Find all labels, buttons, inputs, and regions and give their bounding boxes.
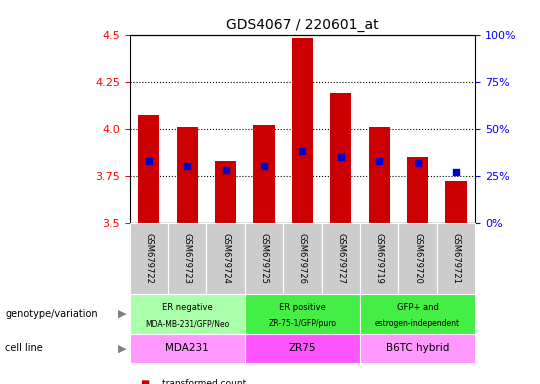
Text: ER positive: ER positive [279, 303, 326, 312]
Bar [292, 38, 313, 223]
Text: MDA-MB-231/GFP/Neo: MDA-MB-231/GFP/Neo [145, 319, 230, 328]
Bar [245, 334, 360, 363]
Text: GSM679724: GSM679724 [221, 233, 230, 284]
Text: GSM679722: GSM679722 [144, 233, 153, 284]
Text: ▶: ▶ [118, 309, 127, 319]
Text: GSM679721: GSM679721 [451, 233, 461, 284]
Bar [360, 334, 475, 363]
Bar [130, 223, 168, 294]
Text: GSM679720: GSM679720 [413, 233, 422, 284]
Bar [215, 161, 236, 223]
Text: ZR-75-1/GFP/puro: ZR-75-1/GFP/puro [268, 319, 336, 328]
Bar [330, 93, 352, 223]
Bar [253, 125, 274, 223]
Bar [206, 223, 245, 294]
Text: B6TC hybrid: B6TC hybrid [386, 343, 449, 354]
Bar [360, 223, 399, 294]
Bar [399, 223, 437, 294]
Bar [168, 223, 206, 294]
Text: ER negative: ER negative [162, 303, 213, 312]
Text: ZR75: ZR75 [289, 343, 316, 354]
Text: GSM679726: GSM679726 [298, 233, 307, 284]
Bar [360, 294, 475, 334]
Text: GSM679723: GSM679723 [183, 233, 192, 284]
Bar [245, 294, 360, 334]
Bar [407, 157, 428, 223]
Text: estrogen-independent: estrogen-independent [375, 319, 460, 328]
Text: GSM679719: GSM679719 [375, 233, 384, 284]
Text: GFP+ and: GFP+ and [397, 303, 438, 312]
Text: GSM679725: GSM679725 [260, 233, 268, 284]
Text: ■: ■ [140, 379, 150, 384]
Bar [138, 116, 159, 223]
Text: ▶: ▶ [118, 343, 127, 354]
Text: transformed count: transformed count [162, 379, 246, 384]
Bar [283, 223, 322, 294]
Bar [177, 127, 198, 223]
Bar [130, 294, 245, 334]
Text: GSM679727: GSM679727 [336, 233, 345, 284]
Bar [446, 181, 467, 223]
Bar [369, 127, 390, 223]
Text: cell line: cell line [5, 343, 43, 354]
Title: GDS4067 / 220601_at: GDS4067 / 220601_at [226, 18, 379, 32]
Bar [322, 223, 360, 294]
Text: genotype/variation: genotype/variation [5, 309, 98, 319]
Bar [245, 223, 283, 294]
Bar [437, 223, 475, 294]
Text: MDA231: MDA231 [165, 343, 209, 354]
Bar [130, 334, 245, 363]
